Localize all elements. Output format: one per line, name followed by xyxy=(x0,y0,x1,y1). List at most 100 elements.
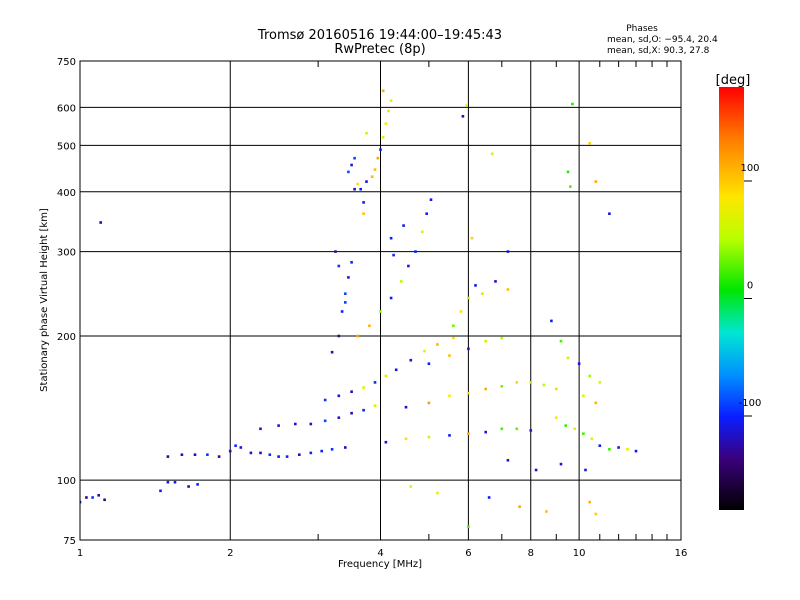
data-point xyxy=(334,250,337,253)
data-point xyxy=(373,404,377,407)
data-point xyxy=(180,453,184,456)
data-point xyxy=(376,156,380,160)
data-point xyxy=(529,429,533,432)
data-point xyxy=(80,500,82,504)
x-tick-label: 2 xyxy=(227,548,233,559)
data-point xyxy=(217,455,221,458)
data-point xyxy=(402,224,405,227)
data-point xyxy=(370,175,374,178)
data-point xyxy=(566,170,570,174)
colorbar: [deg] 100 0 -100 xyxy=(716,73,762,510)
data-point xyxy=(481,292,484,295)
data-point xyxy=(448,354,451,357)
data-point xyxy=(588,374,591,378)
data-point xyxy=(467,391,470,395)
data-point xyxy=(467,296,470,300)
data-point xyxy=(340,310,344,313)
data-point xyxy=(467,432,470,435)
x-tick-label: 6 xyxy=(465,548,471,559)
data-point xyxy=(159,489,162,493)
data-point xyxy=(347,276,350,279)
data-point xyxy=(626,448,629,451)
data-point xyxy=(384,122,388,125)
phase-info-heading: Phases xyxy=(626,24,658,34)
data-point xyxy=(268,453,272,456)
data-point xyxy=(467,525,470,528)
data-point xyxy=(384,440,388,444)
data-point xyxy=(330,350,334,354)
data-point xyxy=(598,444,602,447)
data-point xyxy=(365,131,368,135)
data-point xyxy=(166,480,170,484)
data-point xyxy=(259,427,262,431)
y-tick-label: 300 xyxy=(57,248,76,259)
x-tick-label: 4 xyxy=(377,548,383,559)
x-tick-label: 16 xyxy=(675,548,688,559)
data-point xyxy=(571,102,574,106)
chart-title: Tromsø 20160516 19:44:00–19:45:43 xyxy=(257,28,502,43)
data-point xyxy=(323,419,327,423)
data-point xyxy=(350,411,353,415)
data-point xyxy=(285,455,289,458)
data-point xyxy=(515,427,519,431)
data-point xyxy=(350,163,353,167)
colorbar-tick-label: 100 xyxy=(740,163,759,174)
data-point xyxy=(344,446,347,449)
data-point xyxy=(582,432,585,435)
phase-info-x: mean, sd,X: 90.3, 27.8 xyxy=(607,46,710,56)
x-axis: 1 2 4 6 8 10 16 xyxy=(77,61,688,559)
y-tick-label: 100 xyxy=(57,476,76,487)
data-point xyxy=(394,368,398,372)
data-point xyxy=(389,296,393,300)
data-point xyxy=(103,498,106,502)
data-point xyxy=(228,449,232,453)
x-tick-label: 1 xyxy=(77,548,83,559)
data-point xyxy=(425,212,428,215)
colorbar-tick-label: -100 xyxy=(739,398,762,409)
data-point xyxy=(389,99,393,102)
data-point xyxy=(427,401,431,405)
data-point xyxy=(356,334,359,338)
data-point xyxy=(362,201,365,204)
data-point xyxy=(85,496,88,499)
data-point xyxy=(577,362,581,365)
data-point xyxy=(344,292,347,295)
data-point xyxy=(409,485,413,488)
data-point xyxy=(414,250,417,253)
data-point xyxy=(337,394,341,398)
data-point xyxy=(362,408,365,412)
data-point xyxy=(277,455,280,458)
y-tick-label: 400 xyxy=(57,188,76,199)
data-point xyxy=(569,185,572,188)
data-point xyxy=(461,115,465,118)
data-point xyxy=(309,422,313,426)
data-point xyxy=(249,451,253,455)
data-point xyxy=(555,387,558,391)
data-point xyxy=(448,434,451,437)
data-point xyxy=(91,496,94,499)
data-point xyxy=(594,180,598,183)
data-point xyxy=(566,356,570,360)
data-point xyxy=(320,449,323,453)
data-point xyxy=(564,424,567,427)
phase-info-o: mean, sd,O: −95.4, 20.4 xyxy=(607,35,718,45)
data-point xyxy=(421,230,424,234)
data-point xyxy=(399,280,403,283)
data-point xyxy=(404,405,408,409)
data-point xyxy=(617,446,620,449)
plot-area: 1 2 4 6 8 10 16 75 100 200 300 400 500 600 750 xyxy=(57,57,687,559)
data-point xyxy=(362,386,365,389)
data-point xyxy=(584,468,587,472)
data-point xyxy=(559,339,563,343)
plot-frame xyxy=(79,60,682,541)
data-point xyxy=(474,284,477,287)
data-point xyxy=(598,381,602,384)
y-axis: 75 100 200 300 400 500 600 750 xyxy=(57,57,76,547)
data-point xyxy=(436,491,439,495)
data-point xyxy=(436,343,439,346)
data-point xyxy=(373,381,377,384)
data-point xyxy=(500,336,504,340)
data-point xyxy=(373,168,377,171)
data-point xyxy=(588,142,591,145)
data-point xyxy=(381,89,385,93)
